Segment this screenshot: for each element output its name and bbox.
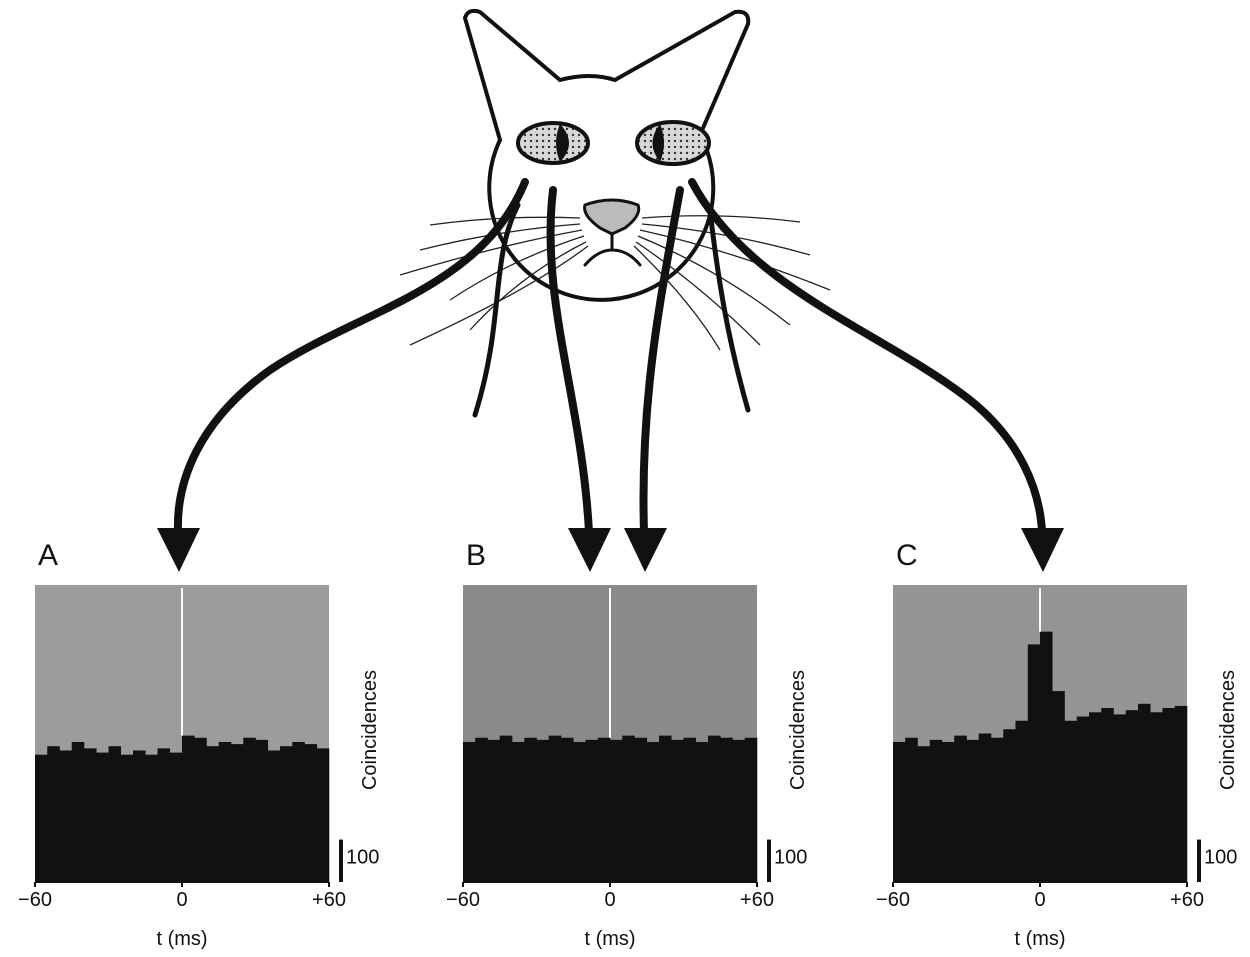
bar <box>243 738 256 882</box>
bar <box>930 740 943 882</box>
bar <box>1040 632 1053 882</box>
x-tick-label: −60 <box>876 889 910 911</box>
bar <box>1052 691 1065 882</box>
bar <box>1126 710 1139 882</box>
bar <box>121 755 134 882</box>
cat-drawing <box>400 11 830 415</box>
bar <box>280 746 293 882</box>
bar <box>1016 721 1029 882</box>
histogram-panel: −60 0 +60 Bt (ms) Coincidences 100 <box>446 539 809 950</box>
x-axis-label: t (ms) <box>156 928 207 950</box>
bar <box>967 740 980 882</box>
bar <box>708 736 721 882</box>
bar <box>733 740 746 882</box>
bar <box>231 744 244 882</box>
bar <box>194 738 207 882</box>
bar <box>1138 704 1151 882</box>
x-tick-label: 0 <box>176 889 187 911</box>
bar <box>1003 729 1016 882</box>
bar <box>35 755 48 882</box>
bar <box>1101 708 1114 882</box>
bar <box>96 753 109 882</box>
x-axis-label: t (ms) <box>1014 928 1065 950</box>
bar <box>954 736 967 882</box>
bar <box>1163 708 1176 882</box>
bar <box>463 742 476 882</box>
bar <box>586 740 599 882</box>
bar <box>182 736 195 882</box>
x-tick-label: 0 <box>1034 889 1045 911</box>
bar <box>292 742 305 882</box>
bar <box>109 746 122 882</box>
bar <box>1065 721 1078 882</box>
panel-label: C <box>896 539 918 572</box>
bar <box>1077 717 1090 882</box>
bar <box>745 738 758 882</box>
bar <box>158 748 171 882</box>
bar <box>1028 644 1041 882</box>
bar <box>170 753 183 882</box>
bar <box>133 750 146 882</box>
y-axis-label: Coincidences <box>1217 670 1239 790</box>
bar <box>72 742 85 882</box>
y-axis-label: Coincidences <box>359 670 381 790</box>
bar <box>573 742 586 882</box>
bar <box>488 740 501 882</box>
bar <box>622 736 635 882</box>
bar <box>1150 712 1163 882</box>
bar <box>647 742 660 882</box>
panel-label: A <box>38 539 58 572</box>
bar <box>524 738 537 882</box>
bar <box>1175 706 1188 882</box>
bar <box>219 742 232 882</box>
bar <box>207 746 220 882</box>
bar <box>317 748 330 882</box>
bar <box>1089 712 1102 882</box>
bar <box>918 746 931 882</box>
bar <box>684 738 697 882</box>
bar <box>537 740 550 882</box>
scale-bar-label: 100 <box>1204 847 1237 869</box>
bar <box>84 748 97 882</box>
bar <box>893 742 906 882</box>
x-tick-label: +60 <box>1170 889 1204 911</box>
bar <box>60 750 73 882</box>
bar <box>1114 714 1127 882</box>
bar <box>991 738 1004 882</box>
x-tick-label: +60 <box>312 889 346 911</box>
bar <box>696 742 709 882</box>
bar <box>47 746 60 882</box>
bar <box>512 742 525 882</box>
bar <box>979 734 992 883</box>
bar <box>659 736 672 882</box>
bar <box>256 740 269 882</box>
bar <box>942 742 955 882</box>
x-axis-label: t (ms) <box>584 928 635 950</box>
x-tick-label: −60 <box>18 889 52 911</box>
histogram-panel: −60 0 +60 At (ms) Coincidences 100 <box>18 539 381 950</box>
bar <box>905 738 918 882</box>
scale-bar-label: 100 <box>346 847 379 869</box>
bar <box>268 750 281 882</box>
bar <box>145 755 158 882</box>
bar <box>671 740 684 882</box>
x-tick-label: 0 <box>604 889 615 911</box>
bar <box>610 740 623 882</box>
x-tick-label: +60 <box>740 889 774 911</box>
bar <box>549 736 562 882</box>
histogram-panel: −60 0 +60 Ct (ms) Coincidences 100 <box>876 539 1239 950</box>
bar <box>475 738 488 882</box>
bar <box>500 736 513 882</box>
bar <box>598 738 611 882</box>
scale-bar-label: 100 <box>774 847 807 869</box>
bar <box>635 738 648 882</box>
y-axis-label: Coincidences <box>787 670 809 790</box>
x-tick-label: −60 <box>446 889 480 911</box>
bar <box>720 738 733 882</box>
bar <box>305 744 318 882</box>
bar <box>561 738 574 882</box>
panel-label: B <box>466 539 486 572</box>
figure: −60 0 +60 At (ms) Coincidences 100 −60 0 +60 Bt (… <box>0 0 1250 957</box>
